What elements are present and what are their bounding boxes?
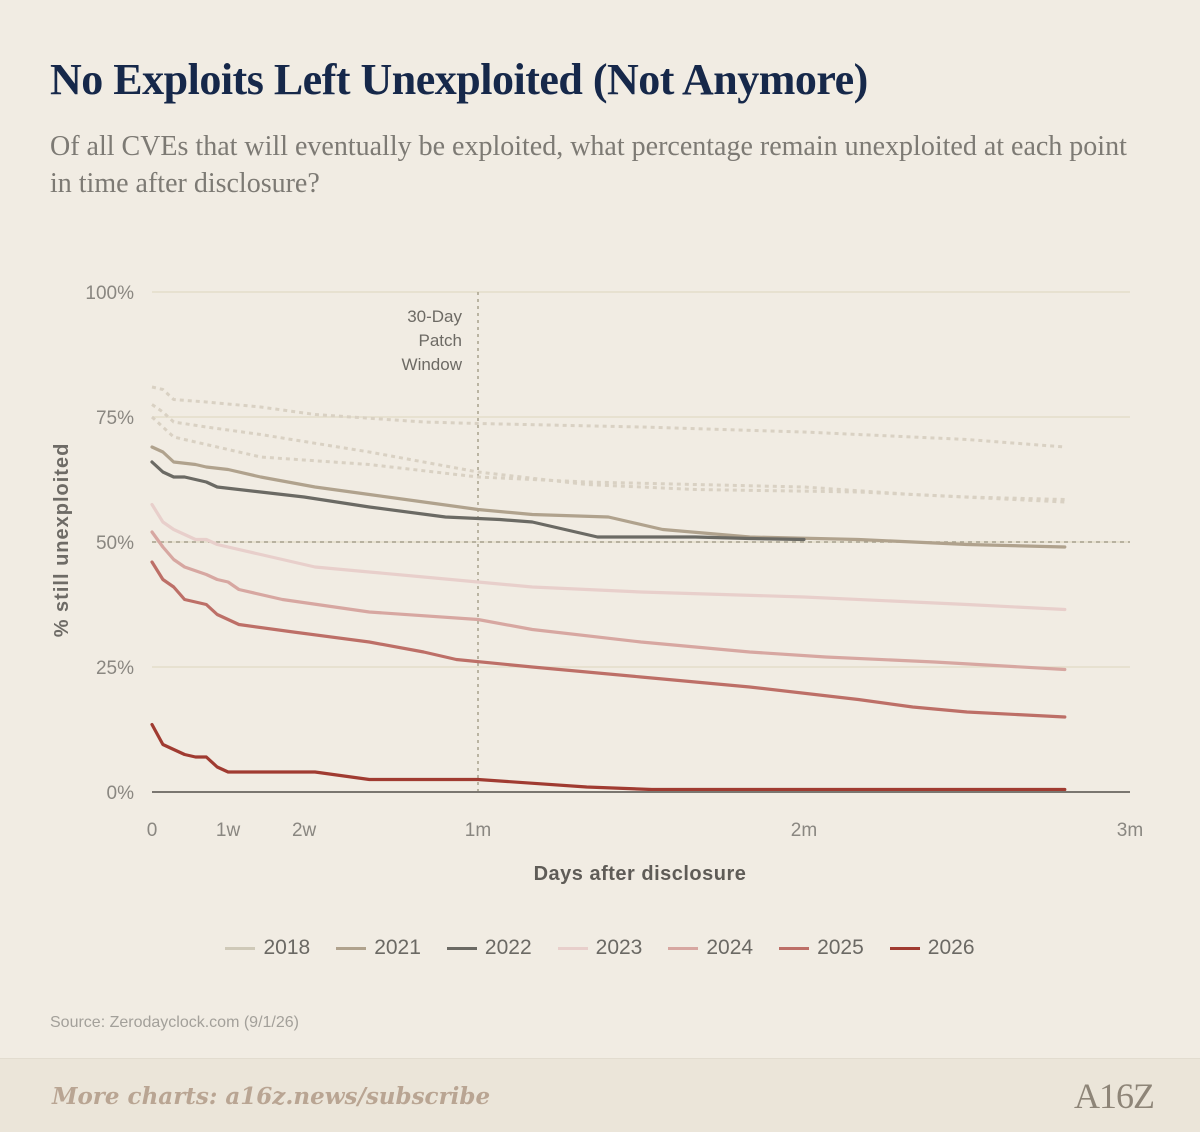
y-tick-label: 100% xyxy=(85,283,134,304)
legend-item-2022: 2022 xyxy=(446,936,532,960)
patch-window-label: 30-Day Patch Window xyxy=(402,307,463,374)
legend-swatch xyxy=(668,946,699,950)
legend-swatch xyxy=(557,946,588,950)
x-axis-label: Days after disclosure xyxy=(534,863,747,885)
legend-label: 2024 xyxy=(706,936,754,959)
y-tick-label: 50% xyxy=(96,533,134,554)
legend-swatch xyxy=(446,946,477,950)
a16z-logo: A16Z xyxy=(1074,1076,1155,1116)
legend-swatch xyxy=(336,946,367,950)
x-tick-label: 3m xyxy=(1117,820,1143,841)
legend-label: 2023 xyxy=(595,936,643,959)
legend-item-2018: 2018 xyxy=(225,936,310,960)
series-line-2022 xyxy=(150,460,806,542)
series-line-2023 xyxy=(150,502,1067,612)
legend-label: 2026 xyxy=(927,936,975,959)
series-line-2024 xyxy=(150,530,1067,672)
legend-label: 2025 xyxy=(817,936,864,959)
x-tick-label: 1m xyxy=(465,820,491,841)
legend-label: 2021 xyxy=(374,936,421,959)
source-note: Source: Zerodayclock.com (9/1/26) xyxy=(50,1014,299,1031)
reference-lines: 30-Day Patch Window xyxy=(152,292,1130,792)
x-tick-label: 0 xyxy=(147,820,158,841)
legend-item-2021: 2021 xyxy=(336,936,421,960)
y-tick-label: 25% xyxy=(96,658,134,679)
footer-bar: More charts: a16z.news/subscribe A16Z xyxy=(0,1058,1200,1132)
legend-item-2026: 2026 xyxy=(889,936,975,960)
y-tick-label: 75% xyxy=(96,408,134,429)
y-tick-label: 0% xyxy=(107,783,135,804)
legend-label: 2022 xyxy=(484,936,532,959)
grid-layer xyxy=(152,291,1130,668)
series-line-2021 xyxy=(150,445,1067,549)
series-line-2026 xyxy=(150,722,1067,792)
axis-layer: 0% 25% 50% 75% 100% 0 1w 2w 1m 2m 3m xyxy=(85,283,1143,841)
footer-subscribe-link[interactable]: More charts: a16z.news/subscribe xyxy=(52,1083,491,1110)
x-tick-label: 2w xyxy=(292,820,317,841)
legend-swatch xyxy=(889,946,920,950)
legend-item-2024: 2024 xyxy=(668,936,753,960)
dotted-series-line xyxy=(151,403,1065,501)
legend: 2018 2021 2022 2023 2024 2025 2026 xyxy=(0,936,1200,960)
series-layer xyxy=(150,385,1067,792)
legend-swatch xyxy=(779,946,810,950)
legend-label: 2018 xyxy=(263,936,311,959)
legend-swatch xyxy=(225,946,256,950)
series-line-2025 xyxy=(150,560,1067,719)
line-chart: 30-Day Patch Window 0% 25% 50% 75% 100% 0 1w 2w 1m… xyxy=(51,283,1143,885)
chart-subtitle: Of all CVEs that will eventually be expl… xyxy=(50,131,1127,199)
y-axis-label: % still unexploited xyxy=(51,443,73,638)
legend-item-2023: 2023 xyxy=(557,936,643,960)
legend-item-2025: 2025 xyxy=(779,936,864,960)
dotted-series-line xyxy=(150,415,1065,504)
x-tick-label: 2m xyxy=(791,820,817,841)
chart-title: No Exploits Left Unexploited (Not Anymor… xyxy=(50,55,868,104)
x-tick-label: 1w xyxy=(216,820,241,841)
